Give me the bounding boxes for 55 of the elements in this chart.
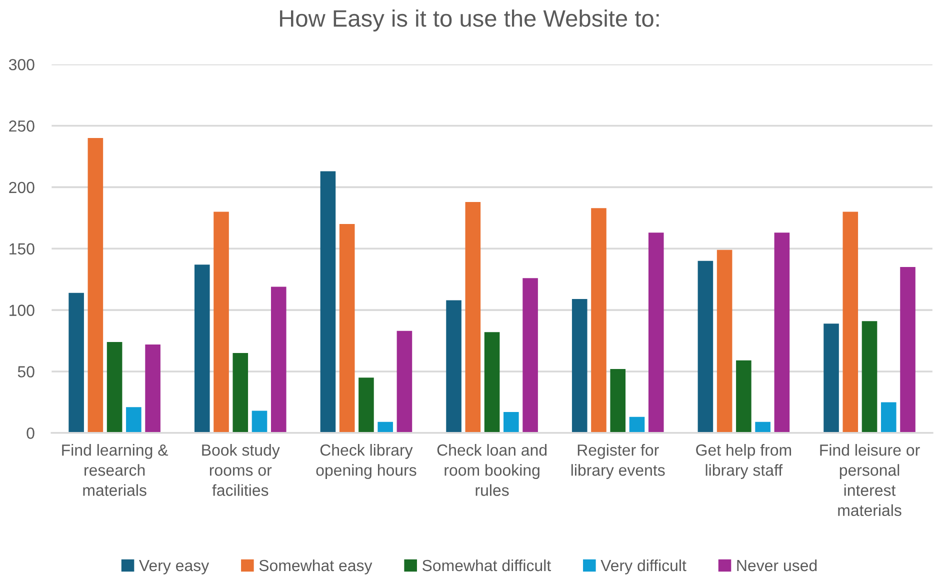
legend-label: Somewhat difficult <box>422 559 551 572</box>
y-tick-label: 300 <box>8 58 34 70</box>
x-tick-label: Find leisure or personal interest materials <box>820 444 920 516</box>
bar <box>88 138 104 433</box>
y-tick-label: 150 <box>10 243 34 255</box>
x-tick-label: Book study rooms or facilities <box>202 444 280 496</box>
y-tick-label: 50 <box>18 366 34 378</box>
bar <box>648 232 664 433</box>
bar <box>504 412 519 433</box>
bar <box>320 171 336 433</box>
bar <box>270 286 286 433</box>
bar <box>214 212 229 433</box>
x-tick-label: Get help from library staff <box>696 444 792 479</box>
bar <box>610 369 626 433</box>
y-tick-label: 0 <box>26 428 34 439</box>
bar <box>774 232 790 433</box>
x-tick-label: Check library opening hours <box>316 444 416 479</box>
y-tick-label: 200 <box>9 182 34 194</box>
bar <box>591 208 606 433</box>
bar <box>68 292 84 433</box>
bar <box>145 344 160 433</box>
y-tick-label: 250 <box>9 120 34 132</box>
bar <box>232 353 248 433</box>
y-tick-label: 100 <box>10 304 34 316</box>
legend-label: Somewhat easy <box>259 559 372 574</box>
bar <box>446 300 462 433</box>
bar <box>880 402 896 433</box>
bar <box>716 250 732 433</box>
x-tick-label: Find learning & research materials <box>62 444 168 496</box>
bar <box>755 422 770 433</box>
legend-label: Very easy <box>139 560 210 574</box>
bar <box>194 264 210 433</box>
bar <box>126 407 142 433</box>
bar <box>358 378 374 433</box>
chart-title: How Easy is it to use the Website to: <box>280 9 659 32</box>
bar <box>824 324 839 433</box>
bar <box>900 267 916 433</box>
bar <box>484 332 500 433</box>
bar <box>862 321 878 433</box>
bar <box>378 422 393 433</box>
bar <box>842 212 858 433</box>
bar <box>736 360 752 433</box>
x-tick-label: Register for library events <box>571 444 665 479</box>
bar <box>106 342 122 433</box>
x-tick-label: Check loan and room booking rules <box>437 444 547 496</box>
bar <box>252 410 268 433</box>
bar <box>465 202 481 433</box>
legend-label: Never used <box>737 559 817 572</box>
legend-label: Very difficult <box>600 559 686 574</box>
bar <box>572 298 588 433</box>
bar <box>522 278 538 433</box>
bar <box>698 260 714 433</box>
bar <box>629 416 645 433</box>
bar <box>396 330 412 433</box>
bar <box>339 224 355 433</box>
